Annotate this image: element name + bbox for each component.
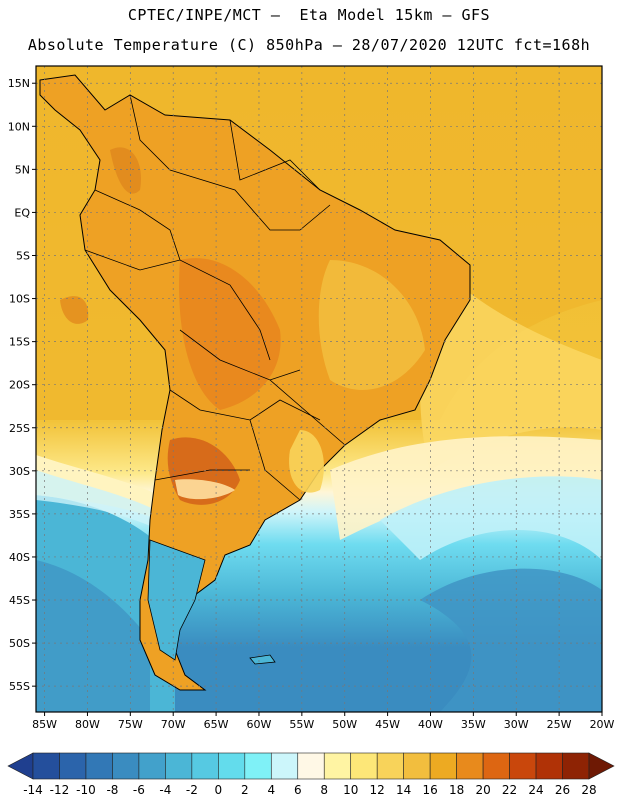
colorbar-swatch [376, 752, 404, 780]
lon-tick-label: 30W [504, 718, 529, 731]
lon-tick-label: 80W [75, 718, 100, 731]
colorbar-label: 0 [215, 783, 223, 797]
lat-tick-label: 45S [9, 594, 30, 607]
colorbar-label: -12 [50, 783, 70, 797]
colorbar-swatch [112, 752, 140, 780]
colorbar-swatch [165, 752, 193, 780]
lat-tick-label: 10N [8, 120, 30, 133]
colorbar-swatch [562, 752, 590, 780]
colorbar-label: 26 [555, 783, 570, 797]
title-line-2: Absolute Temperature (C) 850hPa – 28/07/… [27, 36, 591, 54]
lat-tick-label: 30S [9, 465, 30, 478]
colorbar [7, 752, 615, 780]
lat-tick-label: 35S [9, 508, 30, 521]
colorbar-label: -4 [159, 783, 171, 797]
colorbar-swatch [509, 752, 537, 780]
colorbar-swatch [138, 752, 166, 780]
lat-tick-label: 10S [9, 293, 30, 306]
lon-tick-label: 35W [461, 718, 486, 731]
colorbar-label: -14 [23, 783, 43, 797]
colorbar-label: 4 [267, 783, 275, 797]
colorbar-label: 2 [241, 783, 249, 797]
colorbar-swatch [85, 752, 113, 780]
lon-tick-label: 70W [161, 718, 186, 731]
colorbar-label: 6 [294, 783, 302, 797]
colorbar-label: 24 [528, 783, 543, 797]
colorbar-label: 8 [320, 783, 328, 797]
colorbar-arrow-low [7, 752, 34, 780]
colorbar-swatch [32, 752, 60, 780]
lat-tick-label: 50S [9, 637, 30, 650]
colorbar-swatch [297, 752, 325, 780]
colorbar-label: 14 [396, 783, 411, 797]
south-america-land [39, 74, 471, 691]
colorbar-swatch [429, 752, 457, 780]
colorbar-label: -6 [133, 783, 145, 797]
lat-tick-label: 15N [8, 77, 30, 90]
colorbar-swatch [270, 752, 299, 780]
longitude-labels: 85W 80W 75W 70W 65W 60W 55W 50W 45W 40W 35W 30W 25W 2… [32, 712, 615, 731]
lat-tick-label: 5N [15, 163, 30, 176]
lat-tick-label: EQ [14, 206, 30, 219]
colorbar-arrow-high [588, 752, 615, 780]
lat-tick-label: 55S [9, 680, 30, 693]
colorbar-swatch [244, 752, 272, 780]
lon-tick-label: 40W [418, 718, 443, 731]
graticule [36, 66, 603, 712]
colorbar-label: -8 [106, 783, 118, 797]
lon-tick-label: 65W [204, 718, 229, 731]
colorbar-swatch [350, 752, 378, 780]
colorbar-swatch [535, 752, 563, 780]
lat-tick-label: 20S [9, 379, 30, 392]
colorbar-swatch [323, 752, 352, 780]
lon-tick-label: 25W [547, 718, 572, 731]
lat-tick-label: 15S [9, 336, 30, 349]
colorbar-label: 20 [475, 783, 490, 797]
lon-tick-label: 55W [289, 718, 314, 731]
lat-tick-label: 40S [9, 551, 30, 564]
latitude-labels: 15N 10N 5N EQ 5S 10S 15S 20S 25S 30S 35S 40S 45S 50S 5… [8, 77, 36, 693]
colorbar-label: -10 [76, 783, 96, 797]
colorbar-label: 18 [449, 783, 464, 797]
colorbar-labels: -14 -12 -10 -8 -6 -4 -2 0 2 4 6 8 10 12 14 16 18 20 22 24 26… [23, 783, 596, 797]
colorbar-swatch [191, 752, 219, 780]
colorbar-label: 16 [423, 783, 438, 797]
lon-tick-label: 75W [118, 718, 143, 731]
lat-tick-label: 5S [16, 249, 30, 262]
colorbar-label: -2 [186, 783, 198, 797]
colorbar-label: 10 [343, 783, 358, 797]
lon-tick-label: 45W [375, 718, 400, 731]
colorbar-label: 22 [502, 783, 517, 797]
colorbar-swatch [456, 752, 484, 780]
colorbar-label: 28 [581, 783, 596, 797]
lon-tick-label: 50W [332, 718, 357, 731]
colorbar-swatch [218, 752, 246, 780]
colorbar-swatch [482, 752, 510, 780]
lon-tick-label: 60W [247, 718, 272, 731]
colorbar-swatch [403, 752, 431, 780]
colorbar-swatch [59, 752, 87, 780]
lon-tick-label: 20W [590, 718, 615, 731]
lon-tick-label: 85W [32, 718, 57, 731]
map-frame [35, 65, 603, 713]
colorbar-label: 12 [370, 783, 385, 797]
title-line-1: CPTEC/INPE/MCT – Eta Model 15km – GFS [127, 6, 491, 24]
lat-tick-label: 25S [9, 422, 30, 435]
